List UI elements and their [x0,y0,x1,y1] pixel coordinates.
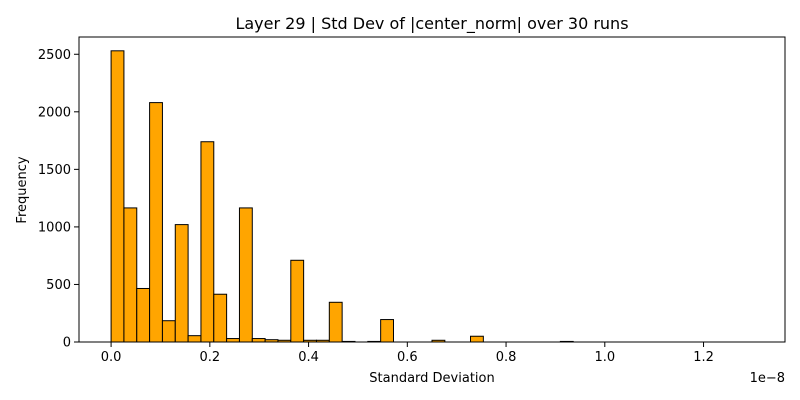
y-tick-label: 1000 [38,220,71,235]
x-tick-label: 1.0 [594,350,615,365]
x-tick-label: 0.8 [496,350,517,365]
histogram-bar [290,259,305,343]
x-axis-offset-text: 1e−8 [750,371,785,386]
histogram-bar [110,50,125,343]
histogram-bar [200,141,215,343]
histogram-bar [136,287,151,343]
histogram-bar [238,207,253,343]
histogram-bar [174,224,189,343]
chart-title: Layer 29 | Std Dev of |center_norm| over… [235,14,628,34]
histogram-bars [110,50,574,343]
histogram-bar [380,319,394,343]
histogram-bar [161,320,176,343]
plot-axes [78,36,786,343]
x-tick-label: 0.0 [101,350,122,365]
histogram-bar [328,301,343,343]
plot-frame [78,36,786,343]
histogram-bar [213,293,228,343]
x-tick-label: 0.4 [298,350,319,365]
y-axis-label: Frequency [15,156,30,223]
x-tick-label: 1.2 [693,350,714,365]
histogram-bar [123,207,138,343]
y-tick-label: 1500 [38,163,71,178]
y-tick-label: 0 [63,336,71,351]
y-tick-label: 500 [46,278,71,293]
y-tick-label: 2500 [38,48,71,63]
histogram-bar [251,338,266,343]
axis-ticks: 0.0 0.2 0.4 0.6 0.8 1.0 1.2 0 500 1000 1500 2000 250… [38,48,714,365]
histogram-bar [149,102,163,343]
histogram-bar [226,338,240,343]
histogram-bar [470,335,484,343]
histogram-bar [187,335,202,343]
y-tick-label: 2000 [38,105,71,120]
x-tick-label: 0.2 [199,350,220,365]
x-tick-label: 0.6 [397,350,418,365]
x-axis-label: Standard Deviation [369,371,494,386]
